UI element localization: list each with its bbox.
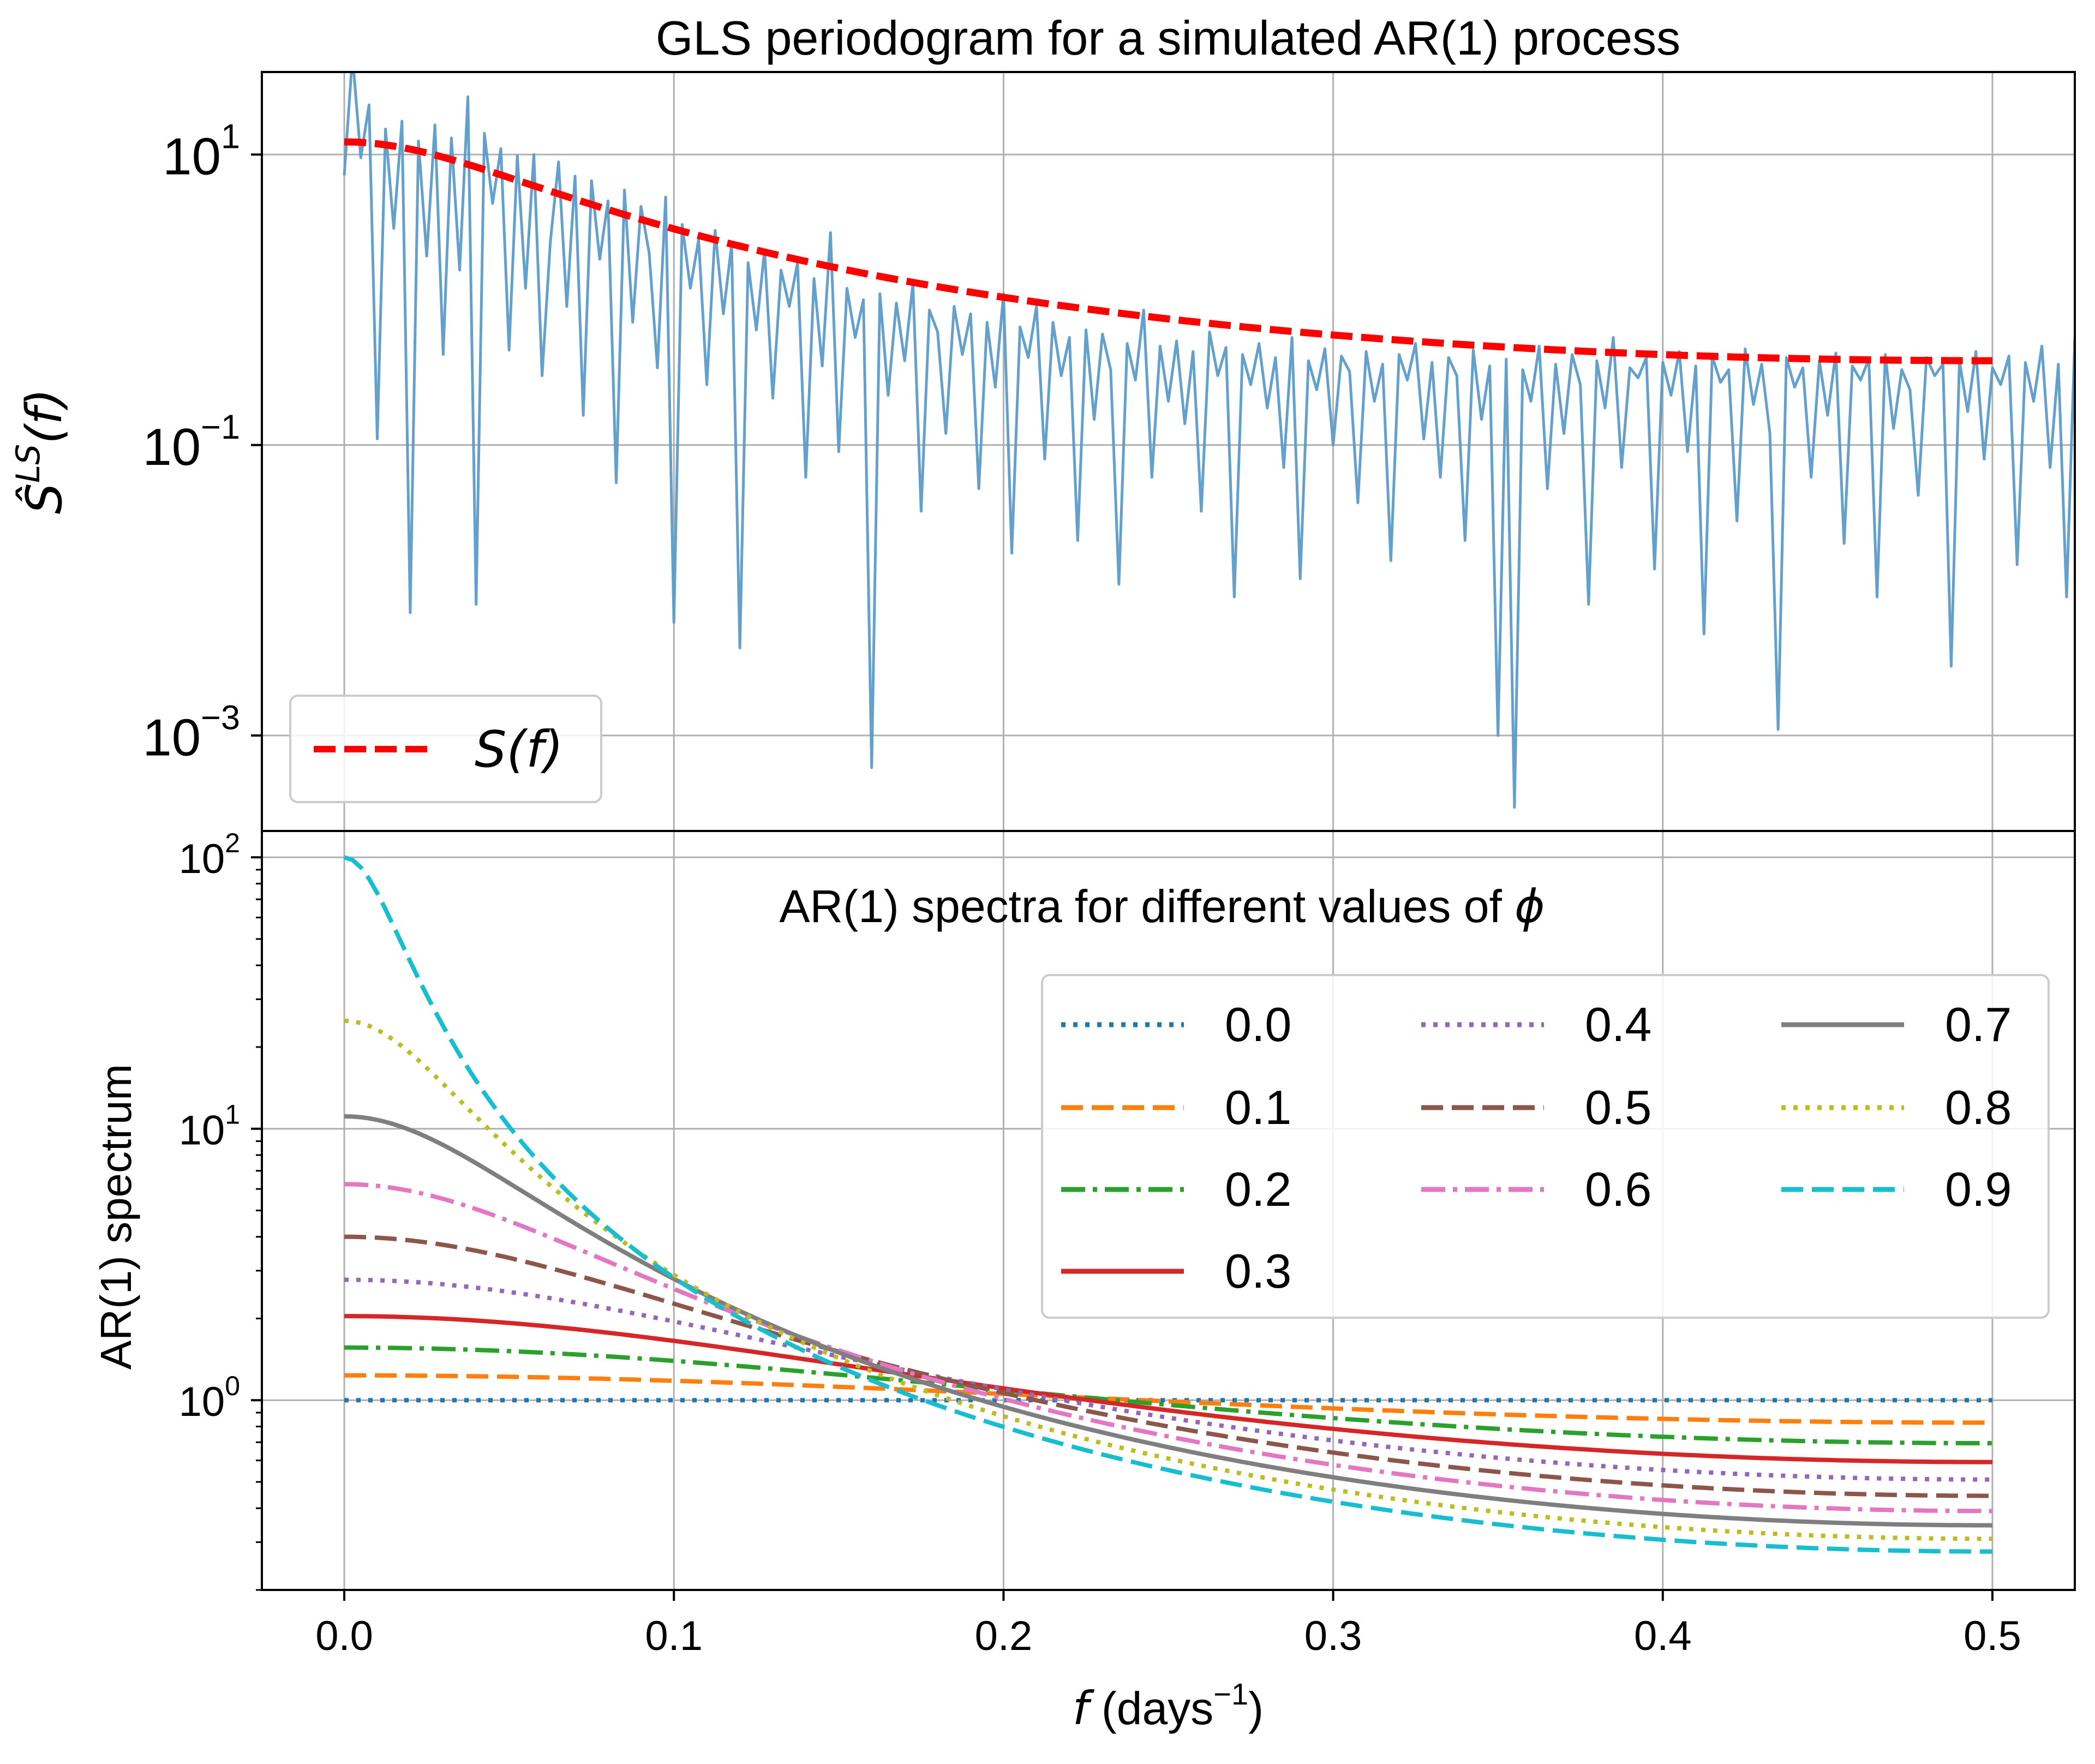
top-grid bbox=[262, 72, 2075, 831]
top-legend-label-sf: S(f) bbox=[475, 720, 564, 779]
legend-label-phi-04: 0.4 bbox=[1585, 997, 1651, 1051]
legend-label-phi-01: 0.1 bbox=[1225, 1080, 1291, 1134]
top-title: GLS periodogram for a simulated AR(1) pr… bbox=[656, 11, 1680, 65]
top-ylabel: ŜLS(f) bbox=[9, 388, 73, 515]
bottom-y-ticks: 100 101 102 bbox=[179, 828, 262, 1591]
bottom-x-ticks: 0.0 0.1 0.2 0.3 0.4 0.5 bbox=[315, 1590, 2021, 1659]
x-tick-label: 0.3 bbox=[1304, 1613, 1362, 1659]
bottom-series bbox=[343, 855, 1993, 1554]
y-tick-label: 100 bbox=[179, 1371, 240, 1425]
top-series bbox=[343, 72, 2075, 809]
bottom-ylabel: AR(1) spectrum bbox=[92, 1064, 140, 1370]
series-line-phi-01 bbox=[344, 1373, 1992, 1425]
periodogram-line bbox=[343, 72, 2075, 809]
top-legend-box bbox=[289, 695, 602, 803]
x-tick-label: 0.1 bbox=[645, 1613, 703, 1659]
y-tick-label: 10−3 bbox=[142, 698, 240, 767]
legend-label-phi-00: 0.0 bbox=[1225, 997, 1291, 1051]
series-line-phi-06 bbox=[344, 1182, 1993, 1514]
x-tick-label: 0.2 bbox=[975, 1613, 1033, 1659]
legend-label-phi-06: 0.6 bbox=[1585, 1162, 1651, 1216]
bottom-panel: 100 101 102 0.0 0.1 0.2 0.3 0.4 0.5 AR(1) spect… bbox=[92, 828, 2076, 1735]
top-panel: GLS periodogram for a simulated AR(1) pr… bbox=[9, 11, 2076, 832]
y-tick-label: 101 bbox=[163, 118, 240, 186]
top-y-ticks: 101 10−1 10−3 bbox=[142, 118, 262, 767]
legend-label-phi-08: 0.8 bbox=[1945, 1080, 2012, 1134]
legend-label-phi-02: 0.2 bbox=[1225, 1162, 1291, 1216]
legend-label-phi-05: 0.5 bbox=[1585, 1080, 1651, 1134]
x-tick-label: 0.0 bbox=[315, 1613, 373, 1659]
bottom-legend: 0.0 0.1 0.2 0.3 0.4 0.5 0.6 0.7 0.8 0.9 bbox=[1041, 974, 2050, 1319]
legend-label-phi-07: 0.7 bbox=[1945, 997, 2012, 1051]
y-tick-label: 10−1 bbox=[142, 408, 240, 476]
series-line-phi-05 bbox=[344, 1234, 1992, 1498]
series-line-phi-09 bbox=[343, 855, 1992, 1554]
y-tick-label: 102 bbox=[179, 828, 240, 882]
x-tick-label: 0.5 bbox=[1964, 1613, 2021, 1659]
legend-label-phi-03: 0.3 bbox=[1225, 1244, 1291, 1298]
series-line-phi-04 bbox=[344, 1277, 1993, 1482]
series-line-phi-03 bbox=[344, 1314, 1992, 1464]
bottom-legend-box bbox=[1041, 974, 2050, 1319]
top-y-label: ŜLS(f) bbox=[9, 388, 73, 515]
bottom-xlabel: f (days−1) bbox=[1073, 1677, 1264, 1735]
top-legend: S(f) bbox=[289, 695, 602, 803]
series-line-phi-08 bbox=[344, 1018, 1993, 1541]
series-line-phi-Sf bbox=[344, 138, 1992, 364]
legend-label-phi-09: 0.9 bbox=[1945, 1162, 2012, 1216]
series-line-phi-02 bbox=[344, 1345, 1992, 1445]
x-tick-label: 0.4 bbox=[1634, 1613, 1692, 1659]
y-tick-label: 101 bbox=[179, 1099, 240, 1154]
bottom-title: AR(1) spectra for different values of ϕ bbox=[779, 880, 1545, 933]
series-line-phi-07 bbox=[344, 1114, 1993, 1528]
